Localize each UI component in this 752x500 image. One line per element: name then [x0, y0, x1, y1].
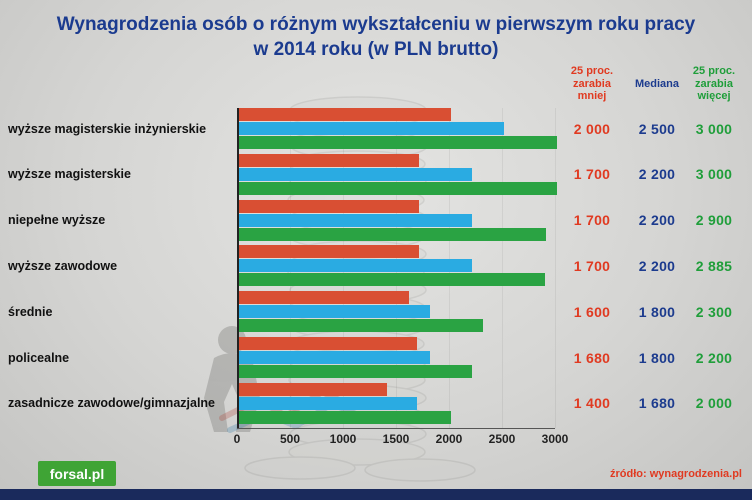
- value-less: 1 700: [573, 257, 611, 274]
- value-less: 1 700: [573, 212, 611, 229]
- bar-median: [239, 351, 430, 364]
- bar-median: [239, 167, 473, 181]
- bar-more: [239, 273, 545, 287]
- value-more: 2 200: [695, 349, 733, 366]
- value-median: 1 680: [638, 395, 676, 412]
- x-tick-label: 1500: [382, 432, 410, 446]
- category-label: wyższe magisterskie: [8, 167, 131, 182]
- bar-less: [239, 199, 420, 213]
- forsal-logo: forsal.pl: [38, 461, 116, 486]
- bar-median: [239, 122, 504, 135]
- value-median: 1 800: [638, 349, 676, 366]
- column-header-more: 25 proc. zarabia więcej: [684, 60, 744, 108]
- bottom-bar: [0, 489, 752, 500]
- column-header-less-line: mniej: [577, 90, 607, 103]
- gridline: [554, 108, 556, 428]
- bar-less: [239, 291, 409, 305]
- source-text: źródło: wynagrodzenia.pl: [609, 468, 742, 480]
- column-header-less-line: 25 proc.: [570, 64, 614, 77]
- bar-median: [239, 213, 473, 227]
- bar-more: [239, 181, 557, 195]
- x-tick-label: 1000: [329, 432, 357, 446]
- value-more: 3 000: [695, 166, 733, 183]
- x-tick-label: 500: [279, 432, 301, 446]
- category-label: średnie: [8, 304, 53, 319]
- value-median: 2 200: [638, 166, 676, 183]
- bar-median: [239, 396, 418, 410]
- x-tick-label: 2500: [488, 432, 516, 446]
- gridline: [501, 108, 503, 428]
- column-header-more-line: 25 proc.: [692, 64, 736, 77]
- bar-less: [239, 108, 451, 121]
- x-tick-label: 2000: [435, 432, 463, 446]
- value-less: 1 400: [573, 395, 611, 412]
- column-header-less: 25 proc. zarabia mniej: [560, 60, 624, 108]
- bar-more: [239, 365, 473, 378]
- value-median: 2 200: [638, 212, 676, 229]
- value-median: 1 800: [638, 303, 676, 320]
- bar-median: [239, 259, 473, 273]
- value-more: 2 300: [695, 303, 733, 320]
- x-tick-label: 3000: [541, 432, 569, 446]
- column-header-median-label: Mediana: [634, 77, 679, 90]
- title-line-2: w 2014 roku (w PLN brutto): [253, 39, 499, 61]
- x-tick-label: 0: [233, 432, 241, 446]
- bar-less: [239, 245, 420, 259]
- y-axis-line: [237, 108, 239, 428]
- value-median: 2 500: [638, 120, 676, 137]
- bar-more: [239, 136, 557, 149]
- value-more: 2 000: [695, 395, 733, 412]
- page-title: Wynagrodzenia osób o różnym wykształceni…: [0, 12, 752, 62]
- value-more: 2 885: [695, 257, 733, 274]
- category-label: policealne: [8, 350, 70, 365]
- column-header-more-line: zarabia: [695, 77, 733, 90]
- bar-median: [239, 305, 430, 319]
- column-header-more-line: więcej: [697, 90, 731, 103]
- forsal-logo-text: forsal.pl: [49, 465, 105, 482]
- value-less: 1 700: [573, 166, 611, 183]
- value-more: 2 900: [695, 212, 733, 229]
- value-less: 1 680: [573, 349, 611, 366]
- category-label: wyższe zawodowe: [8, 258, 118, 273]
- bar-more: [239, 227, 547, 241]
- category-label: zasadnicze zawodowe/gimnazjalne: [8, 396, 216, 411]
- column-header-median: Mediana: [626, 60, 688, 108]
- category-label: wyższe magisterskie inżynierskie: [8, 121, 207, 136]
- bar-more: [239, 319, 483, 333]
- value-more: 3 000: [695, 120, 733, 137]
- bar-less: [239, 153, 420, 167]
- bar-less: [239, 337, 418, 350]
- bar-more: [239, 410, 451, 424]
- value-less: 2 000: [573, 120, 611, 137]
- value-less: 1 600: [573, 303, 611, 320]
- x-axis-line: [237, 428, 555, 429]
- column-header-less-line: zarabia: [573, 77, 611, 90]
- category-label: niepełne wyższe: [8, 213, 106, 228]
- title-line-1: Wynagrodzenia osób o różnym wykształceni…: [56, 14, 696, 35]
- bar-less: [239, 382, 388, 396]
- value-median: 2 200: [638, 257, 676, 274]
